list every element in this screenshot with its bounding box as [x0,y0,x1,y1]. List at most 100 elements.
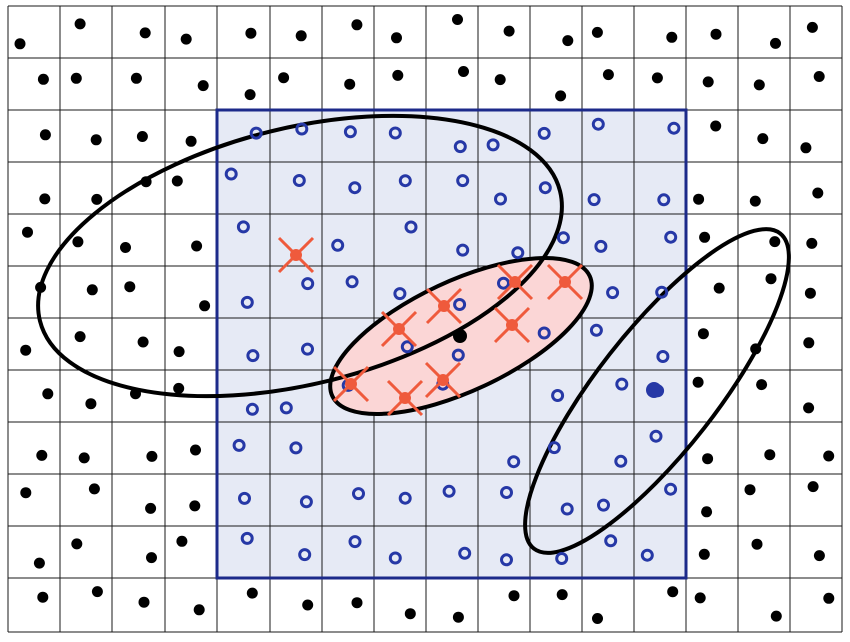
outside-point-marker [806,237,818,249]
inside-point-marker [398,174,412,188]
outside-point-marker [351,19,363,31]
outside-point-marker [800,142,812,154]
outside-point-marker [813,71,825,82]
inside-point-marker [458,546,472,560]
inside-point-marker [664,482,678,496]
selected-point-marker [424,361,462,399]
outside-point-marker [124,281,136,293]
inside-point-marker [292,174,306,187]
inside-point-marker [301,342,314,356]
inside-point-marker [551,389,565,402]
outside-point-marker [140,176,152,188]
outside-point-marker [197,80,209,92]
outside-point-marker [749,195,761,207]
outside-point-marker [698,548,710,560]
outside-point-marker [757,133,769,145]
inside-point-marker [538,181,552,195]
outside-point-marker [391,32,402,44]
inside-point-marker [657,193,671,207]
inside-point-marker [494,192,507,206]
outside-point-marker [199,300,211,312]
outside-point-marker [744,484,756,496]
outside-point-marker [392,69,404,81]
outside-point-marker [86,284,98,296]
inside-point-marker [238,491,251,505]
outside-point-marker [39,193,51,205]
outside-point-marker [193,604,205,616]
selected-point-dot [438,300,450,312]
outside-point-marker [452,14,463,25]
outside-point-marker [697,328,709,340]
inside-point-marker [224,167,238,181]
selected-point-dot [509,276,521,288]
inside-point-marker [453,298,467,311]
inside-point-marker [615,377,629,391]
outside-point-marker [72,236,84,248]
outside-point-marker [120,242,131,253]
outside-point-marker [295,30,307,42]
outside-point-marker [813,550,825,562]
inside-point-marker [245,402,259,416]
outside-point-marker [85,398,97,410]
selected-point-marker [332,365,370,403]
outside-point-marker [592,613,603,624]
inside-point-marker [537,126,551,140]
outside-point-marker [562,35,574,47]
outside-point-marker [602,69,614,81]
inside-point-marker [664,230,678,244]
inside-point-marker [348,181,362,195]
blue-region-border [215,108,688,580]
inside-point-marker [667,121,681,135]
outside-point-marker [701,506,713,518]
inside-point-marker [500,486,513,499]
selected-point-dot [399,392,411,404]
outside-point-marker [503,25,515,37]
inside-point-marker [299,495,313,509]
inside-point-marker [240,531,254,545]
outside-point-marker [185,135,197,147]
outside-point-marker [244,89,256,101]
outside-point-marker [173,382,185,394]
inside-point-marker [295,122,309,136]
inside-point-marker [500,553,513,567]
outside-point-marker [753,79,765,91]
highlight-ellipse-outline [328,255,594,417]
selected-point-marker [425,287,463,325]
outside-point-marker [42,388,54,400]
outside-point-marker [807,481,819,493]
outside-point-marker [812,187,824,199]
inside-point-marker [236,220,250,234]
outside-point-marker [710,28,722,40]
outside-point-marker [138,596,150,608]
inside-point-marker [301,277,315,291]
outside-point-marker [591,26,603,38]
outside-point-marker [765,273,777,285]
inside-point-marker [388,551,402,565]
inside-point-marker [511,246,525,260]
outside-point-marker [130,72,142,84]
inside-point-marker [240,295,254,309]
outside-point-marker [191,240,203,252]
inside-point-marker [352,487,365,501]
outside-point-marker [74,331,86,343]
outside-point-marker [458,66,469,77]
selected-point-dot [290,249,302,261]
inside-point-marker [453,140,467,154]
inside-point-marker [343,125,357,139]
outside-point-marker [88,483,100,495]
inside-point-marker [289,441,303,455]
outside-point-marker [756,379,768,391]
selected-point-marker [380,310,418,348]
outside-point-marker [344,78,356,90]
selected-point-marker [493,306,531,344]
inside-point-marker [507,455,521,469]
outside-point-marker [351,597,363,609]
selected-point-marker [496,263,534,301]
outside-point-marker [404,608,416,620]
outside-point-marker [764,449,776,461]
inside-point-marker [560,502,574,516]
selected-point-marker [277,236,315,274]
inside-point-marker [555,552,569,565]
outside-point-marker [146,450,158,462]
